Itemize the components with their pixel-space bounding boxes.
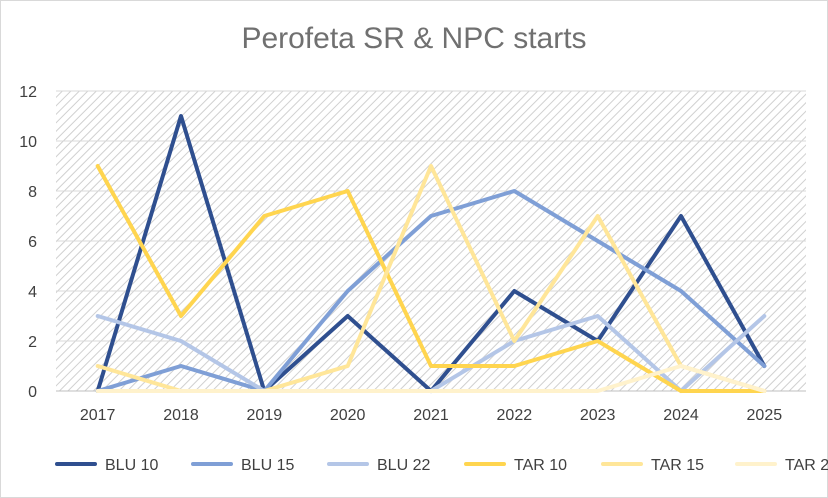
x-tick-label: 2025	[747, 407, 783, 424]
x-tick-label: 2024	[663, 407, 699, 424]
x-tick-label: 2021	[413, 407, 449, 424]
series-lines	[95, 114, 767, 393]
legend-label: BLU 15	[241, 457, 294, 474]
x-axis-ticks: 2017 2018 2019 2020 2021 2022 2023 2024 2025	[80, 407, 782, 424]
x-tick-label: 2019	[247, 407, 283, 424]
y-tick-label: 4	[28, 284, 37, 301]
y-axis-ticks: 0 2 4 6 8 10 12	[19, 84, 37, 401]
y-tick-label: 2	[28, 334, 37, 351]
x-tick-label: 2018	[163, 407, 199, 424]
y-tick-label: 8	[28, 184, 37, 201]
legend-label: BLU 10	[105, 457, 158, 474]
y-tick-label: 0	[28, 384, 37, 401]
legend: BLU 10 BLU 15 BLU 22 TAR 10 TAR 15 TAR 22	[55, 457, 828, 474]
x-tick-label: 2023	[580, 407, 616, 424]
legend-label: TAR 10	[514, 457, 567, 474]
y-tick-label: 10	[19, 134, 37, 151]
x-tick-label: 2017	[80, 407, 116, 424]
x-tick-label: 2020	[330, 407, 366, 424]
legend-label: TAR 22	[785, 457, 828, 474]
legend-label: TAR 15	[651, 457, 704, 474]
series-line	[95, 364, 767, 393]
y-tick-label: 6	[28, 234, 37, 251]
series-line	[95, 189, 767, 393]
x-tick-label: 2022	[497, 407, 533, 424]
chart-title: Perofeta SR & NPC starts	[241, 22, 587, 55]
y-tick-label: 12	[19, 84, 37, 101]
legend-label: BLU 22	[377, 457, 430, 474]
